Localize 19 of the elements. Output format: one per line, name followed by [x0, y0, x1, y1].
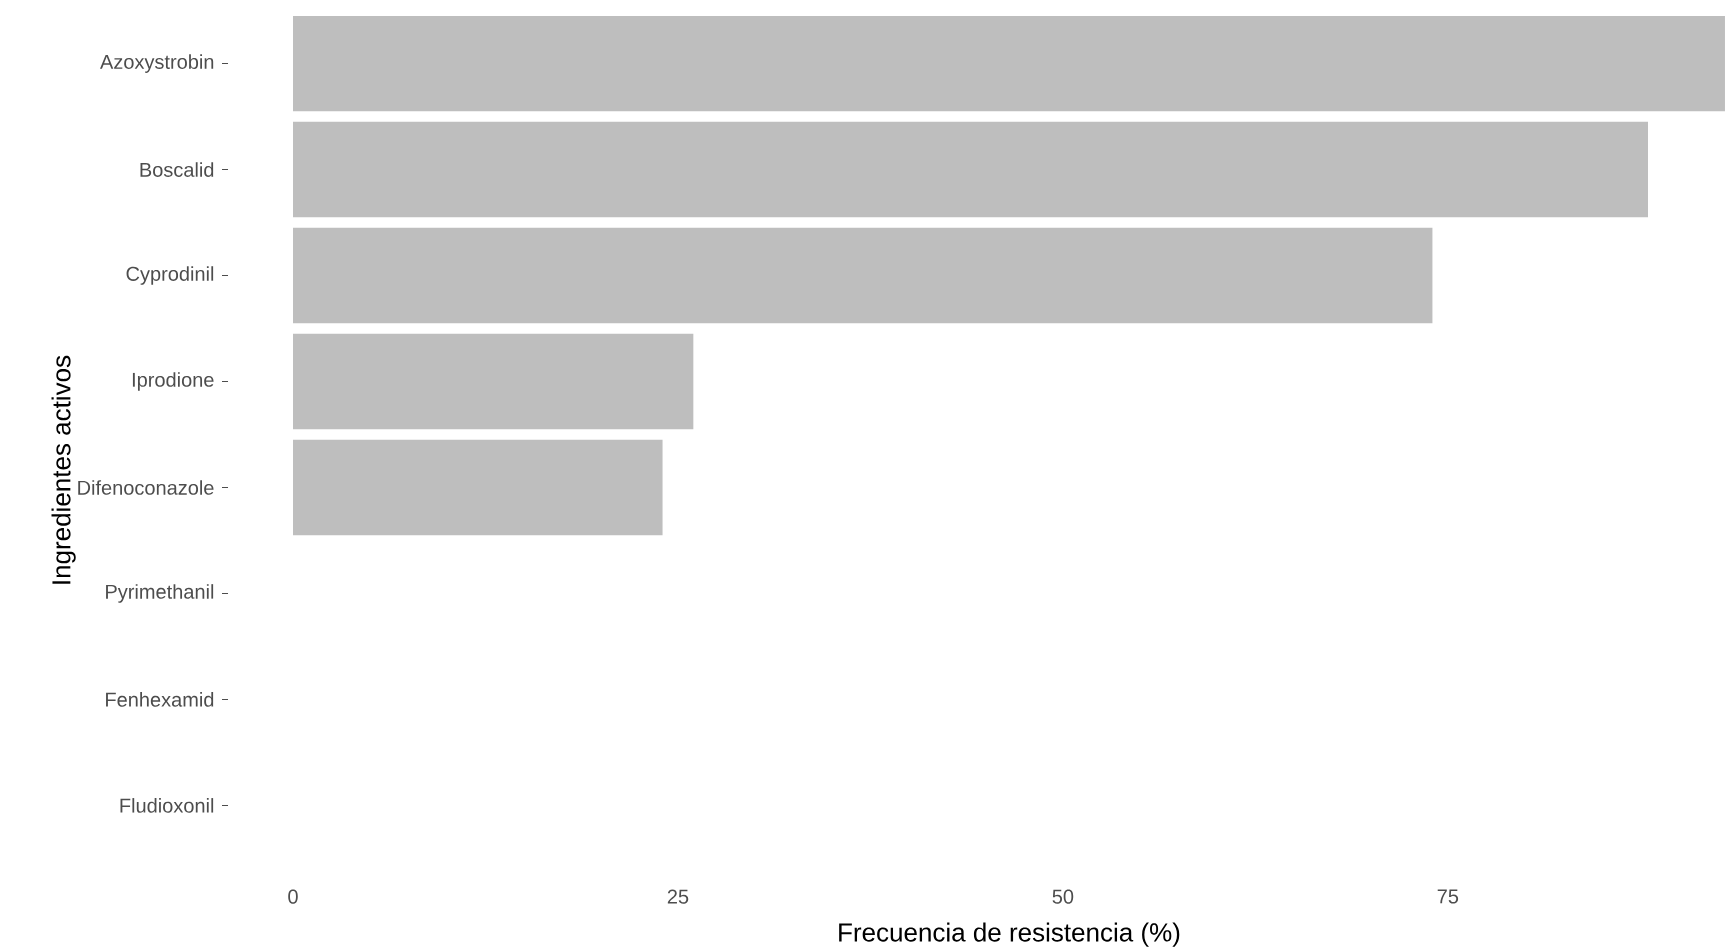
- y-axis-title: Ingredientes activos: [51, 355, 76, 584]
- x-tick-label: 0: [288, 889, 298, 904]
- y-tick-label: Fludioxonil: [120, 798, 214, 813]
- bar: [293, 227, 1433, 324]
- y-tick-label: Cyprodinil: [126, 266, 214, 285]
- x-tick-label: 50: [1052, 889, 1074, 904]
- x-tick-label: 25: [667, 889, 689, 904]
- bar: [293, 15, 1725, 112]
- y-tick-label: Difenoconazole: [78, 480, 214, 495]
- x-tick-label: 75: [1437, 889, 1459, 904]
- y-tick-label: Pyrimethanil: [106, 584, 214, 603]
- bar: [293, 333, 694, 430]
- y-tick-label: Iprodione: [132, 372, 214, 391]
- bar: [293, 121, 1648, 218]
- bar: [293, 439, 663, 536]
- x-axis-title: Frecuencia de resistencia (%): [839, 922, 1180, 947]
- y-tick-label: Boscalid: [140, 162, 214, 177]
- y-tick-label: Azoxystrobin: [100, 54, 214, 73]
- y-tick-label: Fenhexamid: [106, 692, 214, 707]
